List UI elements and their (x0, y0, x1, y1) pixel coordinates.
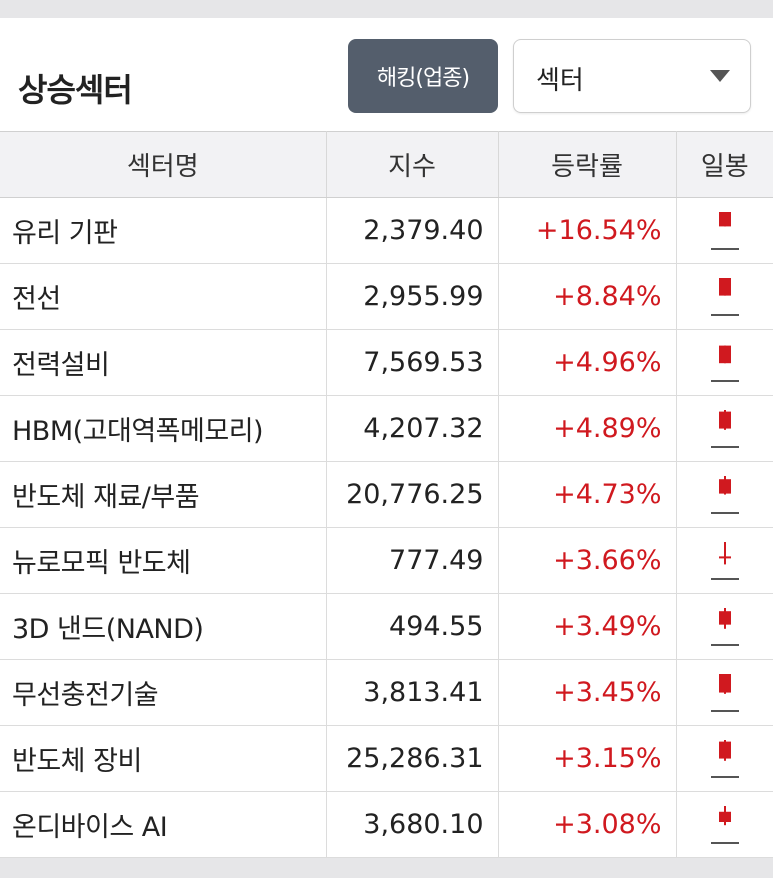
sector-name[interactable]: 뉴로모픽 반도체 (0, 527, 327, 594)
sector-index: 3,680.10 (326, 791, 499, 858)
candle-body (718, 555, 731, 558)
sector-name[interactable]: 3D 낸드(NAND) (0, 593, 327, 660)
daily-candle-cell (676, 528, 773, 594)
bottom-strip (0, 858, 773, 878)
daily-candle (709, 736, 741, 782)
mode-button[interactable]: 해킹(업종) (348, 39, 498, 113)
candle-body (718, 478, 731, 494)
sector-change-rate: +8.84% (498, 263, 677, 330)
column-header-index[interactable]: 지수 (326, 131, 499, 198)
sector-index: 7,569.53 (326, 329, 499, 396)
sector-index: 3,813.41 (326, 659, 499, 726)
table-row[interactable]: HBM(고대역폭메모리) 4,207.32 +4.89% (0, 395, 773, 462)
sector-name[interactable]: 유리 기판 (0, 197, 327, 264)
daily-candle-cell (676, 726, 773, 792)
sector-index: 20,776.25 (326, 461, 499, 528)
sector-name[interactable]: 반도체 장비 (0, 725, 327, 792)
sector-index: 4,207.32 (326, 395, 499, 462)
table-row[interactable]: 무선충전기술 3,813.41 +3.45% (0, 659, 773, 726)
category-select[interactable]: 섹터 (513, 39, 751, 113)
table-row[interactable]: 반도체 장비 25,286.31 +3.15% (0, 725, 773, 792)
top-strip (0, 0, 773, 18)
sector-change-rate: +3.49% (498, 593, 677, 660)
candle-body (718, 411, 731, 429)
candle-body (718, 811, 731, 822)
daily-candle-cell (676, 264, 773, 330)
daily-candle-cell (676, 330, 773, 396)
candle-body (718, 277, 731, 296)
sector-table: 섹터명 지수 등락률 일봉 유리 기판 2,379.40 +16.54% 전선 2,95… (0, 131, 773, 858)
column-header-daily-candle[interactable]: 일봉 (676, 131, 773, 198)
table-row[interactable]: 반도체 재료/부품 20,776.25 +4.73% (0, 461, 773, 528)
sector-change-rate: +16.54% (498, 197, 677, 264)
table-header-row: 섹터명 지수 등락률 일봉 (0, 131, 773, 198)
column-header-change-rate[interactable]: 등락률 (498, 131, 677, 198)
candle-body (718, 610, 731, 625)
daily-candle-cell (676, 660, 773, 726)
chevron-down-icon (710, 70, 730, 82)
sector-change-rate: +3.08% (498, 791, 677, 858)
candle-body (718, 741, 731, 759)
sector-name[interactable]: 전선 (0, 263, 327, 330)
column-header-sector-name[interactable]: 섹터명 (0, 131, 327, 198)
sector-index: 777.49 (326, 527, 499, 594)
daily-candle (709, 208, 741, 254)
sector-change-rate: +3.66% (498, 527, 677, 594)
page-title: 상승섹터 (18, 71, 133, 109)
sector-name[interactable]: 반도체 재료/부품 (0, 461, 327, 528)
candle-body (718, 211, 731, 226)
header: 상승섹터 해킹(업종) 섹터 (0, 18, 773, 131)
daily-candle (709, 670, 741, 716)
table-row[interactable]: 전선 2,955.99 +8.84% (0, 263, 773, 330)
table-row[interactable]: 뉴로모픽 반도체 777.49 +3.66% (0, 527, 773, 594)
daily-candle (709, 472, 741, 518)
daily-candle (709, 538, 741, 584)
daily-candle-cell (676, 792, 773, 858)
candle-body (718, 673, 731, 693)
sector-change-rate: +4.89% (498, 395, 677, 462)
daily-candle (709, 406, 741, 452)
sector-change-rate: +3.45% (498, 659, 677, 726)
daily-candle-cell (676, 198, 773, 264)
table-row[interactable]: 전력설비 7,569.53 +4.96% (0, 329, 773, 396)
sector-index: 494.55 (326, 593, 499, 660)
sector-name[interactable]: 온디바이스 AI (0, 791, 327, 858)
sector-index: 2,955.99 (326, 263, 499, 330)
sector-change-rate: +4.73% (498, 461, 677, 528)
sector-index: 25,286.31 (326, 725, 499, 792)
candle-body (718, 345, 731, 363)
table-row[interactable]: 유리 기판 2,379.40 +16.54% (0, 197, 773, 264)
daily-candle (709, 274, 741, 320)
table-row[interactable]: 온디바이스 AI 3,680.10 +3.08% (0, 791, 773, 858)
sector-name[interactable]: HBM(고대역폭메모리) (0, 395, 327, 462)
sector-change-rate: +3.15% (498, 725, 677, 792)
daily-candle-cell (676, 594, 773, 660)
sector-name[interactable]: 무선충전기술 (0, 659, 327, 726)
sector-change-rate: +4.96% (498, 329, 677, 396)
daily-candle-cell (676, 396, 773, 462)
daily-candle (709, 802, 741, 848)
sector-index: 2,379.40 (326, 197, 499, 264)
daily-candle (709, 604, 741, 650)
category-select-value: 섹터 (536, 66, 584, 96)
daily-candle-cell (676, 462, 773, 528)
table-row[interactable]: 3D 낸드(NAND) 494.55 +3.49% (0, 593, 773, 660)
daily-candle (709, 340, 741, 386)
sector-name[interactable]: 전력설비 (0, 329, 327, 396)
